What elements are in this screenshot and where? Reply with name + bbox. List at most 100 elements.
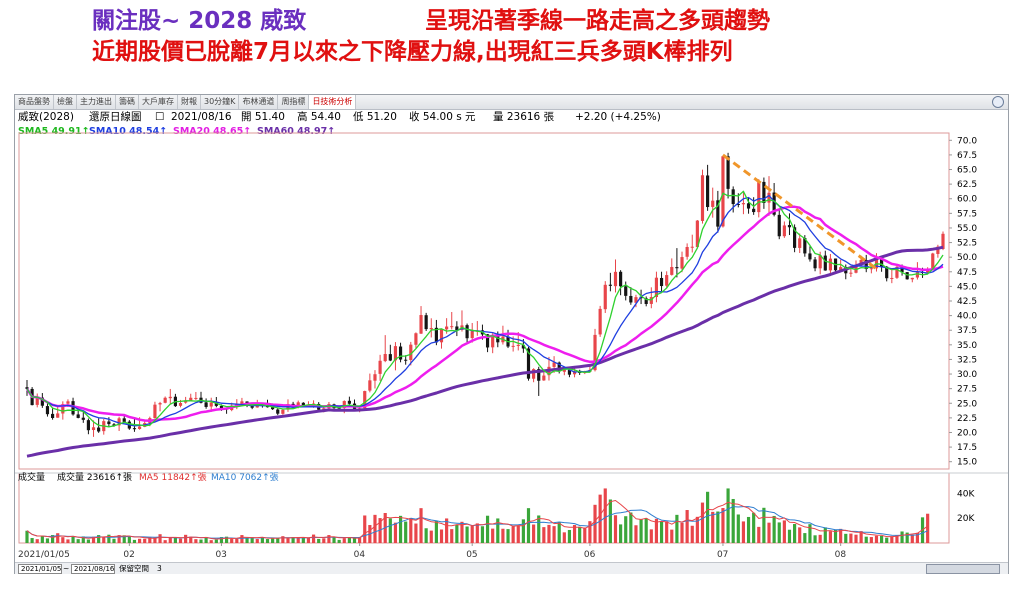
tab-4[interactable]: 大戶庫存: [139, 95, 178, 109]
volume-bar-38: [219, 537, 224, 543]
volume-bar-84: [455, 525, 459, 543]
tab-7[interactable]: 布林通道: [239, 95, 279, 109]
candle-body-95: [511, 345, 515, 347]
volume-bar-19: [122, 535, 126, 543]
candle-body-141: [746, 203, 751, 209]
tab-6[interactable]: 30分鐘K: [201, 95, 240, 109]
candle-body-81: [439, 329, 444, 343]
x-month-06: 06: [584, 550, 596, 560]
volume-bar-110: [588, 521, 592, 543]
volume-bar-29: [173, 537, 177, 543]
candle-body-159: [839, 267, 843, 271]
volume-bar-73: [398, 515, 403, 543]
volume-bar-2: [35, 539, 39, 543]
candle-body-106: [567, 370, 572, 375]
candle-body-25: [153, 404, 157, 419]
volume-bar-78: [424, 528, 428, 543]
volume-bar-26: [158, 534, 162, 543]
candle-body-7: [61, 404, 65, 414]
volume-bar-122: [649, 529, 653, 543]
volume-ma5-line: [26, 500, 928, 540]
volume-bar-49: [276, 537, 280, 543]
candle-body-123: [654, 277, 659, 298]
candle-body-146: [772, 192, 776, 215]
tab-5[interactable]: 財報: [178, 95, 201, 109]
zoom-icon[interactable]: [992, 96, 1004, 108]
candle-body-152: [803, 238, 807, 254]
x-month-05: 05: [466, 550, 477, 560]
volume-bar-35: [204, 537, 208, 543]
bottom-toolbar: 2021/01/05 ~ 2021/08/16 保留空間 3: [15, 562, 1008, 574]
volume-bar-17: [112, 538, 116, 543]
volume-bar-108: [578, 526, 582, 543]
candle-body-113: [603, 284, 607, 310]
price-tick-15: 32.5: [957, 355, 977, 365]
candle-body-169: [890, 277, 894, 279]
volume-bar-109: [583, 527, 587, 543]
tab-2[interactable]: 主力進出: [77, 95, 116, 109]
candle-body-179: [941, 233, 945, 249]
candle-body-128: [680, 257, 684, 269]
volume-bar-12: [86, 539, 90, 543]
price-tick-16: 30.0: [957, 370, 977, 380]
candle-body-50: [281, 409, 285, 414]
sma20-label: SMA20 48.65↑: [173, 126, 252, 137]
volume-bar-131: [695, 516, 699, 543]
scrollbar[interactable]: [926, 564, 1000, 574]
volume-bar-63: [347, 537, 351, 543]
volume-bar-100: [537, 515, 541, 543]
volume-bar-57: [317, 538, 321, 543]
end-date-field[interactable]: 2021/08/16: [71, 564, 115, 574]
x-month-02: 02: [123, 550, 134, 560]
candle-body-33: [194, 397, 198, 399]
candle-body-114: [608, 284, 612, 286]
volume-bar-149: [787, 529, 792, 543]
candle-body-31: [184, 400, 188, 403]
reserve-value[interactable]: 3: [157, 564, 162, 573]
sma60-line: [26, 245, 944, 458]
volume-bar-160: [844, 533, 848, 543]
tab-8[interactable]: 周指標: [278, 95, 310, 109]
tab-9[interactable]: 日技術分析: [309, 95, 357, 109]
candle-body-22: [137, 426, 142, 429]
start-date-field[interactable]: 2021/01/05: [18, 564, 62, 574]
volume-legend-3: MA10 7062↑張: [211, 472, 279, 483]
volume-bar-155: [818, 534, 822, 543]
volume-bar-91: [491, 528, 495, 543]
volume-bar-68: [373, 514, 377, 543]
volume-bar-1: [30, 538, 34, 543]
volume-bar-156: [823, 527, 827, 543]
price-tick-20: 20.0: [957, 428, 977, 438]
volume-bar-7: [61, 537, 65, 543]
volume-bar-139: [736, 514, 740, 543]
volume-bar-32: [189, 536, 193, 543]
candle-body-68: [373, 374, 377, 381]
volume-bar-101: [542, 527, 546, 543]
price-tick-3: 62.5: [957, 180, 977, 190]
candle-body-173: [910, 277, 914, 280]
candle-body-10: [76, 414, 80, 418]
quote-change: +2.20 (+4.25%): [575, 111, 661, 123]
tab-1[interactable]: 檢盤: [54, 95, 77, 109]
volume-bar-148: [782, 520, 786, 543]
candle-body-177: [931, 253, 935, 269]
price-tick-0: 70.0: [957, 136, 977, 146]
candle-body-63: [347, 400, 351, 404]
tab-3[interactable]: 籌碼: [116, 95, 139, 109]
volume-bar-16: [107, 534, 111, 543]
candle-body-48: [271, 407, 275, 410]
volume-bar-14: [97, 535, 101, 543]
volume-bar-94: [506, 529, 510, 543]
quote-date: 2021/08/16: [171, 111, 232, 123]
mode-label[interactable]: 還原日線圖: [89, 111, 142, 123]
candle-body-167: [880, 257, 884, 267]
candle-body-76: [414, 333, 418, 345]
price-tick-14: 35.0: [957, 341, 977, 351]
checkbox-icon[interactable]: ☐: [155, 111, 165, 123]
tab-0[interactable]: 商品盤勢: [15, 95, 54, 109]
volume-bar-0: [25, 530, 29, 543]
candle-body-80: [434, 327, 438, 343]
volume-legend-2: MA5 11842↑張: [139, 472, 207, 483]
candle-body-134: [711, 200, 715, 207]
volume-bar-77: [419, 508, 423, 543]
